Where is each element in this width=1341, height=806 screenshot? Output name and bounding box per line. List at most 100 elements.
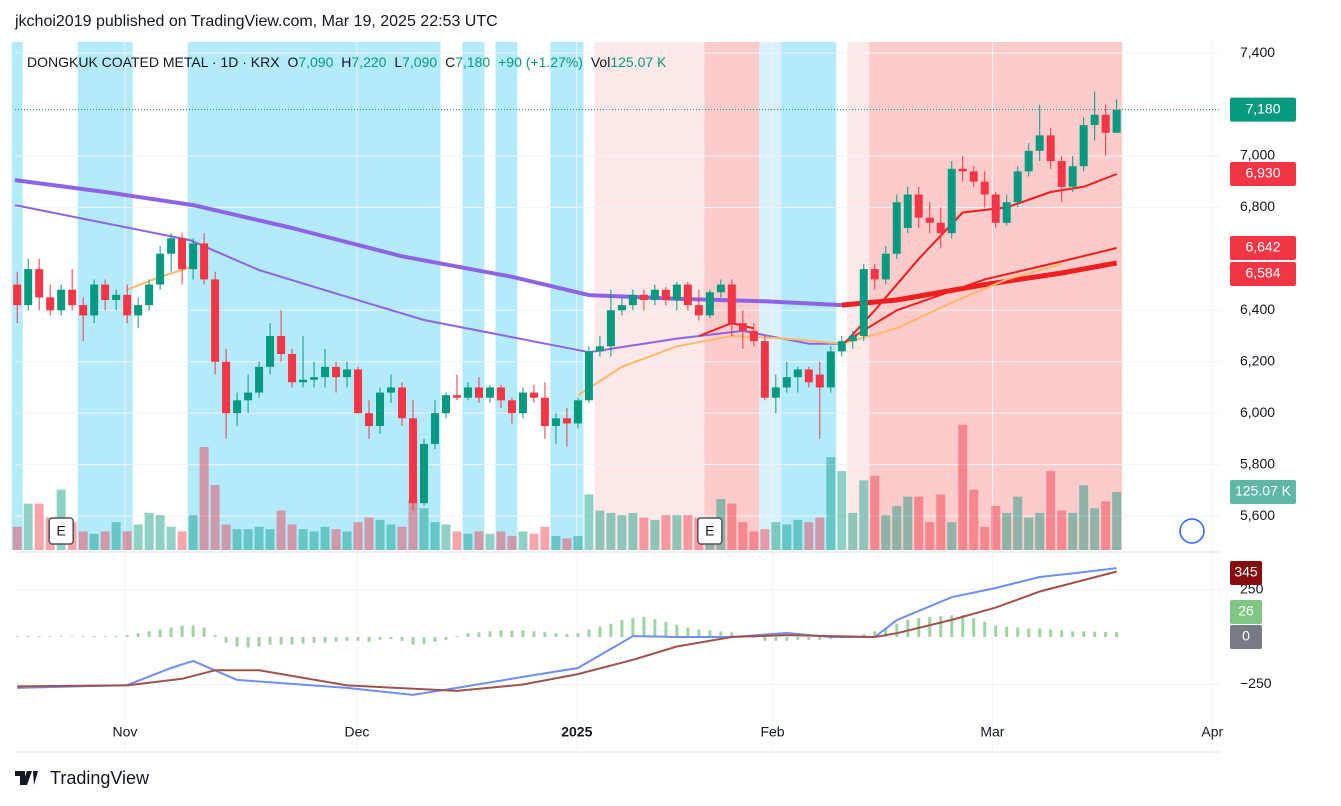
candle-body: [35, 269, 44, 298]
histogram-bar: [906, 619, 910, 638]
macd-badge: [1230, 561, 1262, 585]
candle-body: [936, 222, 945, 234]
volume-bar: [1024, 517, 1034, 550]
candle-body: [233, 400, 242, 414]
histogram-bar: [719, 631, 723, 638]
histogram-bar: [950, 615, 954, 638]
vol-value: 125.07 K: [610, 54, 667, 70]
volume-bar: [848, 512, 858, 550]
candle-body: [573, 400, 582, 424]
volume-bar: [661, 515, 671, 550]
volume-bar: [551, 536, 561, 550]
candle-body: [365, 413, 374, 427]
y-tick-label: 5,800: [1240, 455, 1275, 471]
volume-bar: [430, 522, 440, 550]
histogram-bar: [862, 634, 866, 638]
histogram-bar: [1027, 628, 1031, 638]
background-band: [847, 42, 870, 550]
volume-bar: [485, 533, 495, 550]
volume-bar: [870, 475, 880, 550]
volume-bar: [936, 494, 946, 550]
candle-body: [485, 387, 494, 398]
macd-badge: [1230, 600, 1262, 624]
price-badge: [1230, 262, 1296, 287]
y-tick-label: 7,000: [1240, 147, 1275, 163]
volume-bar: [419, 508, 429, 550]
candle-body: [584, 351, 593, 401]
candle-body: [430, 413, 439, 445]
candle-body: [222, 361, 231, 414]
background-band: [781, 42, 837, 550]
candle-body: [958, 168, 967, 172]
volume-bar: [1057, 510, 1067, 550]
candle-body: [1068, 166, 1077, 187]
volume-bar: [254, 526, 264, 550]
background-band: [187, 42, 441, 550]
x-tick-label: Nov: [112, 724, 137, 740]
candle-body: [562, 418, 571, 424]
histogram-bar: [1082, 631, 1086, 638]
c-label: C: [445, 54, 455, 70]
candle-body: [650, 289, 659, 300]
macd-badge-label: 345: [1234, 564, 1258, 580]
histogram-bar: [257, 637, 261, 647]
volume-bar: [727, 503, 737, 550]
histogram-bar: [301, 637, 305, 644]
histogram-bar: [81, 636, 85, 638]
candle-body: [771, 387, 780, 398]
histogram-bar: [334, 637, 338, 642]
histogram-bar: [433, 637, 437, 642]
candle-body: [145, 284, 154, 306]
candle-body: [1002, 202, 1011, 223]
volume-bar: [1112, 491, 1122, 550]
c-value: 7,180: [455, 54, 490, 70]
histogram-bar: [554, 633, 558, 638]
volume-bar: [276, 510, 286, 550]
candle-body: [793, 369, 802, 378]
volume-bar: [738, 522, 748, 550]
candle-body: [980, 181, 989, 195]
candle-body: [409, 418, 418, 504]
dividend-marker: [1179, 518, 1205, 544]
volume-badge: [1230, 479, 1296, 504]
candle-body: [68, 289, 77, 306]
volume-bar: [452, 531, 462, 550]
h-label: H: [341, 54, 351, 70]
volume-bar: [925, 522, 935, 550]
volume-bar: [1079, 485, 1089, 550]
candle-body: [1046, 135, 1055, 162]
y-tick-label: 6,800: [1240, 198, 1275, 214]
volume-bar: [144, 512, 154, 550]
volume-bar: [386, 524, 396, 550]
histogram-bar: [444, 637, 448, 640]
histogram-bar: [411, 637, 415, 645]
x-tick-label: Mar: [980, 724, 1004, 740]
volume-bar: [397, 526, 407, 550]
histogram-bar: [807, 637, 811, 640]
histogram-bar: [983, 621, 987, 638]
volume-bar: [463, 533, 473, 550]
volume-bar: [331, 529, 341, 550]
price-badge-label: 6,930: [1245, 165, 1280, 181]
volume-bar: [364, 517, 374, 550]
macd-badge-label: 26: [1238, 603, 1254, 619]
logo: TradingView: [15, 768, 150, 788]
candle-body: [859, 269, 868, 336]
histogram-bar: [972, 618, 976, 638]
histogram-bar: [598, 626, 602, 638]
volume-bar: [287, 524, 297, 550]
histogram-bar: [213, 635, 217, 638]
histogram-bar: [268, 637, 272, 645]
volume-bar: [903, 496, 913, 550]
histogram-bar: [356, 637, 360, 641]
histogram-bar: [631, 618, 635, 638]
volume-bar: [760, 529, 770, 550]
candle-body: [881, 253, 890, 280]
volume-bar: [628, 512, 638, 550]
candle-body: [639, 294, 648, 300]
volume-bar: [958, 424, 968, 550]
volume-bar: [540, 526, 550, 550]
candle-body: [441, 395, 450, 414]
candle-body: [1057, 161, 1066, 187]
candle-body: [991, 194, 1000, 223]
